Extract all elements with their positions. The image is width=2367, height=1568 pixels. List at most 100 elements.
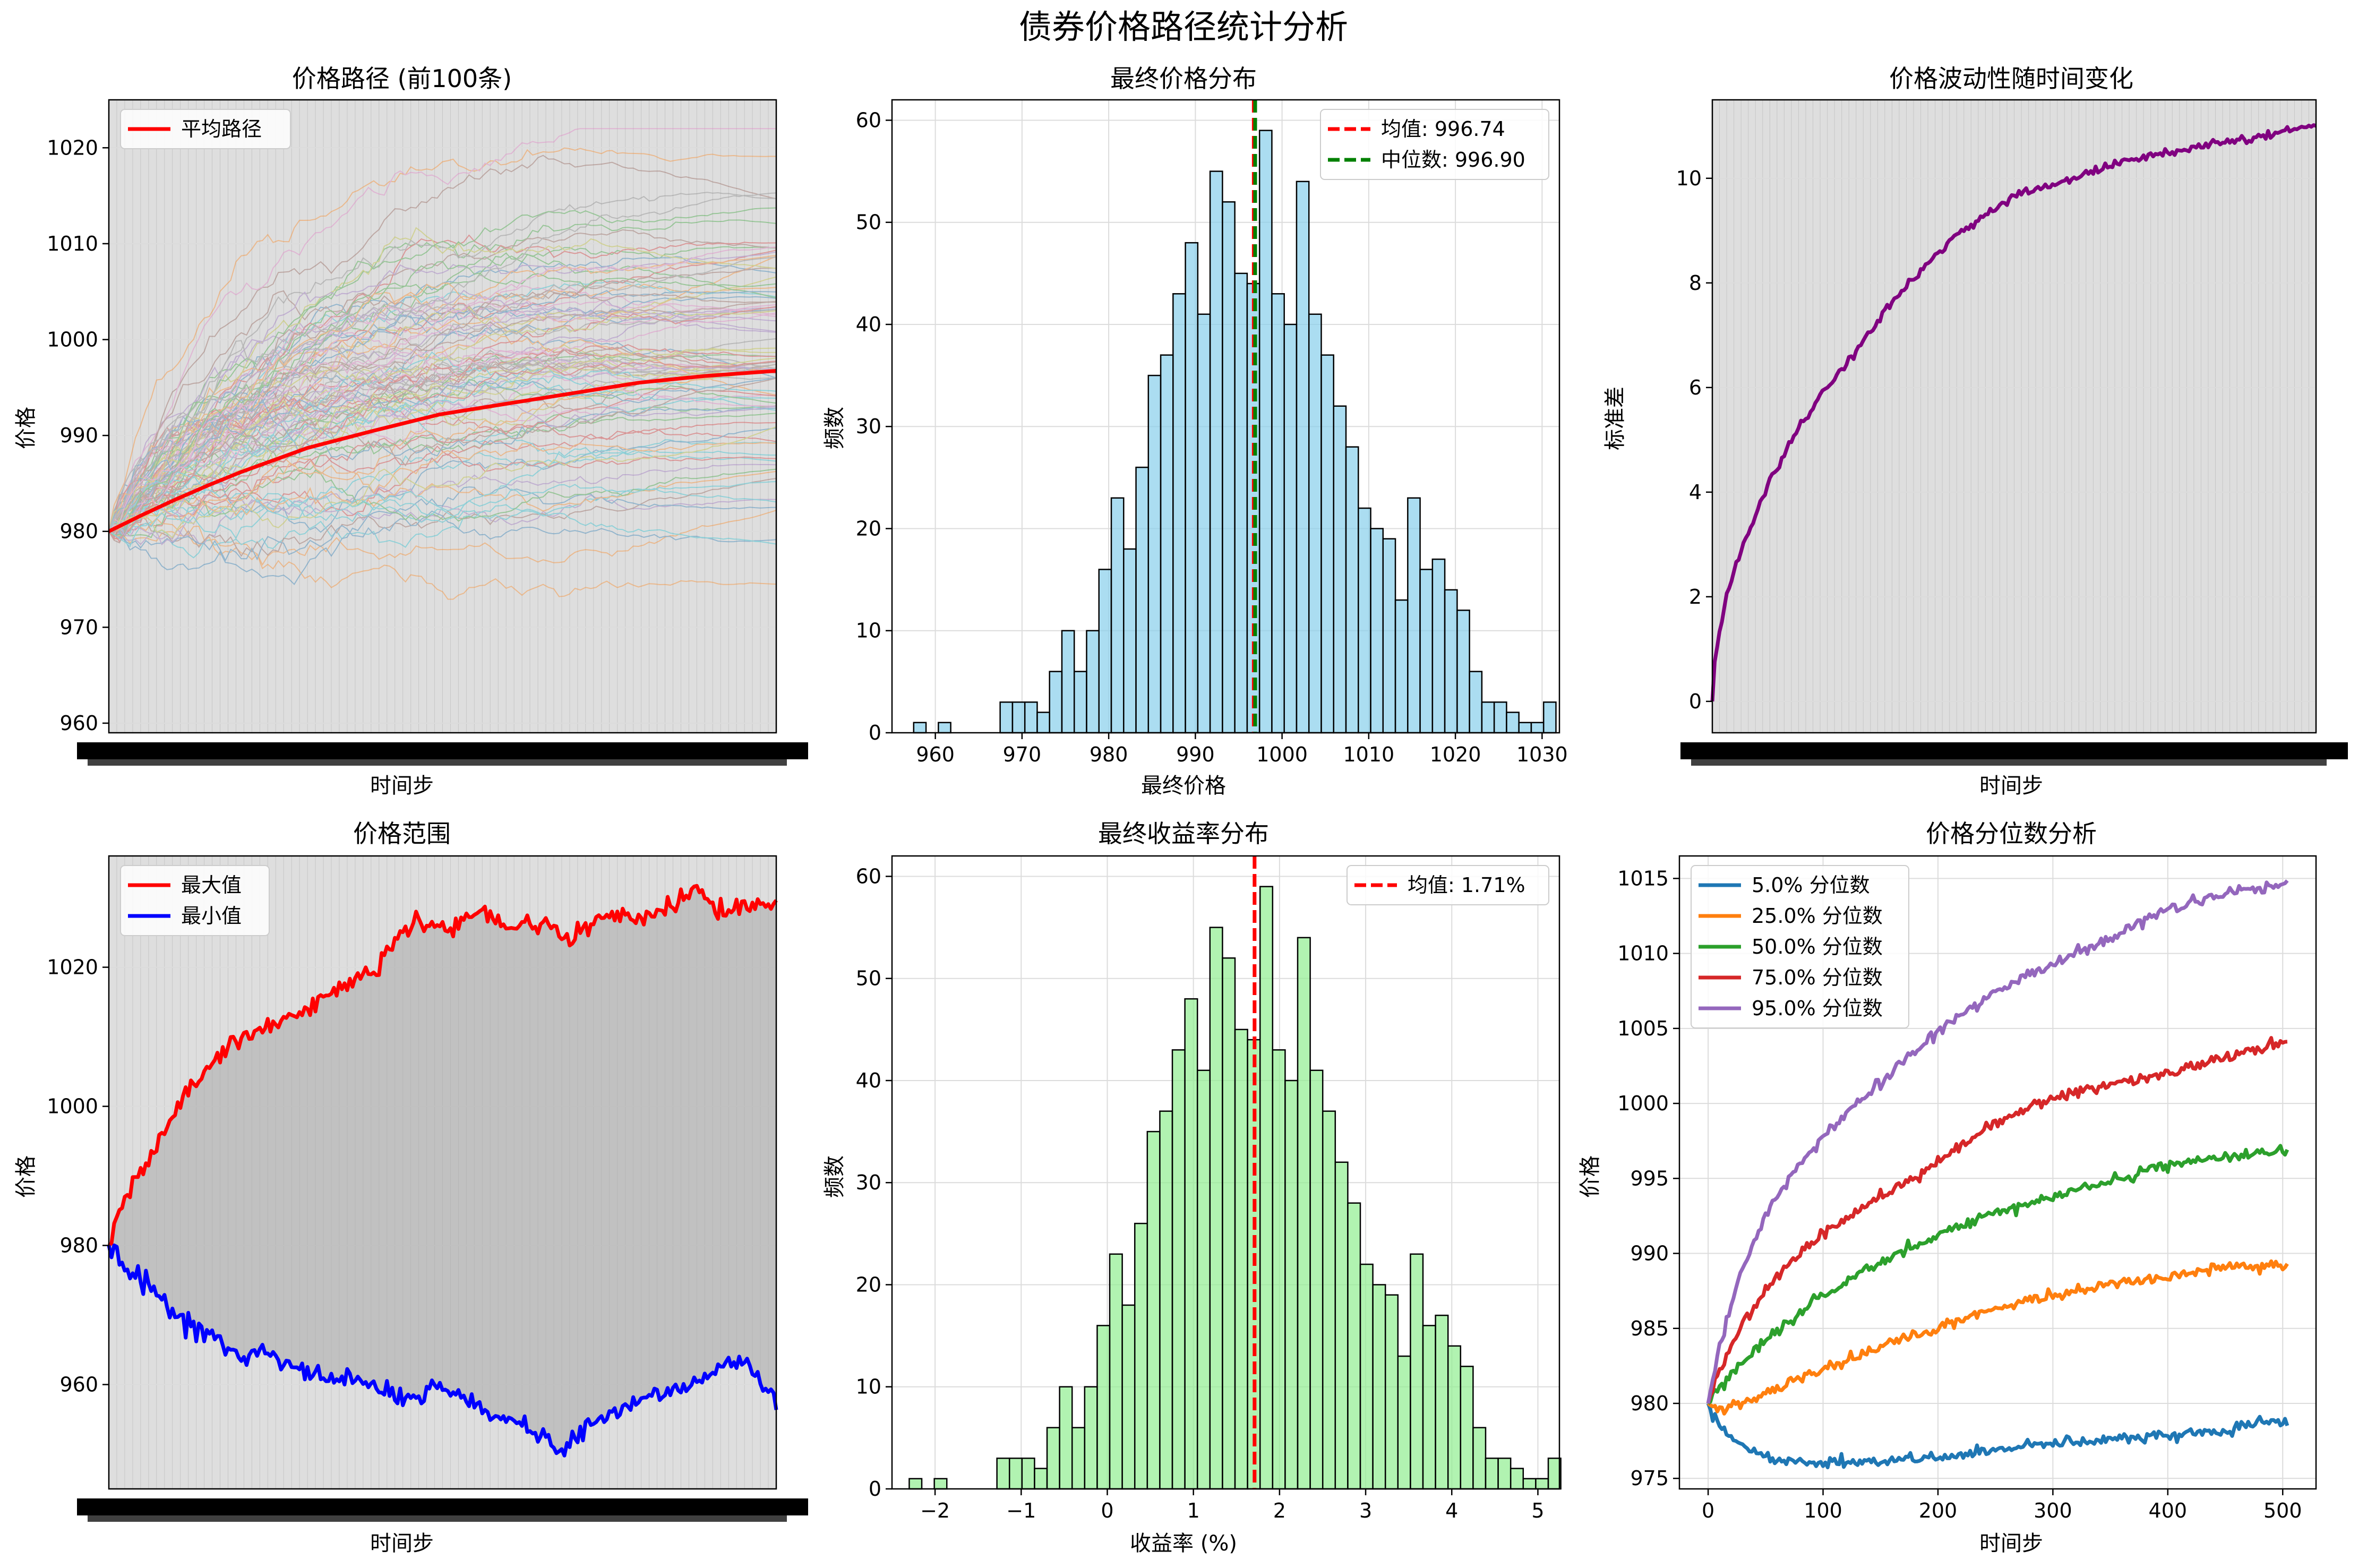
y-tick-label: 0 — [869, 1477, 881, 1501]
sample-path-line — [108, 422, 777, 543]
sample-path-line — [108, 128, 776, 532]
y-tick-label: 960 — [59, 712, 98, 735]
y-tick-label: 10 — [856, 1375, 881, 1399]
sample-path-line — [108, 306, 777, 532]
sample-path-line — [108, 366, 777, 546]
x-tick-label: 400 — [2149, 1499, 2188, 1522]
sample-path-line — [108, 478, 777, 557]
quantile-line — [1706, 1402, 2289, 1470]
histogram-bar — [1123, 548, 1137, 734]
histogram-bar — [1542, 701, 1557, 734]
quantile-line — [1706, 1259, 2289, 1416]
histogram-bar — [1535, 1478, 1549, 1490]
plot-frame — [108, 99, 777, 734]
histogram-bar — [1522, 1478, 1537, 1490]
histogram-bar — [1333, 405, 1347, 734]
y-tick-label: 970 — [59, 615, 98, 639]
y-tick-label: 1000 — [1617, 1092, 1669, 1115]
histogram-bar — [1171, 1049, 1186, 1490]
sample-path-line — [108, 355, 777, 532]
histogram-bar — [1410, 1253, 1424, 1490]
sample-path-line — [108, 267, 777, 532]
histogram-bar — [1397, 1355, 1411, 1490]
quantiles-plot: 975 980 985 990 995 1000 1005 1010 1015 0 100 200 30… — [1617, 855, 2317, 1522]
paths-chart: 价格路径 (前100条) 时间步 价格 — [14, 64, 512, 798]
y-tick-label: 975 — [1630, 1467, 1669, 1490]
chart-title: 价格分位数分析 — [1926, 819, 2097, 848]
y-tick-label: 4 — [1689, 481, 1702, 504]
max-line — [107, 884, 778, 1247]
histogram-bar — [1084, 1386, 1098, 1490]
quantile-line — [1706, 1036, 2288, 1404]
y-tick-label: 40 — [856, 1069, 881, 1092]
sample-path-line — [108, 345, 777, 532]
sample-path-line — [108, 276, 777, 532]
timestep-gridlines — [1712, 100, 2317, 733]
legend-box — [120, 865, 270, 936]
histogram-bar — [1510, 1468, 1524, 1490]
sample-path-line — [108, 470, 777, 532]
sample-path-line — [108, 352, 777, 532]
y-tick-label: 10 — [856, 619, 881, 642]
sample-path-line — [108, 251, 777, 532]
sample-path-line — [108, 289, 777, 532]
paths-plot: 960 970 980 990 1000 1010 1020 平均路径 — [47, 99, 808, 766]
sample-path-line — [108, 352, 777, 532]
y-tick-label: 990 — [59, 424, 98, 447]
histogram-bar — [1497, 1458, 1512, 1490]
sample-path-line — [108, 312, 777, 532]
sample-path-line — [108, 378, 777, 534]
quantiles-chart: 价格分位数分析 时间步 价格 — [1578, 819, 2097, 1556]
sample-path-line — [108, 363, 777, 532]
return-hist-plot: 0 10 20 30 40 50 60 −2 −1 0 1 2 3 4 5 均值: 1.71% — [856, 855, 1562, 1522]
x-tick-label: 0 — [1101, 1499, 1113, 1522]
x-tick-label: 1030 — [1516, 743, 1568, 766]
histogram-bar — [933, 1478, 948, 1490]
sample-path-line — [108, 362, 777, 544]
x-tick-label: 2 — [1273, 1499, 1286, 1522]
sample-path-line — [108, 468, 777, 532]
histogram-bar — [1322, 1110, 1336, 1490]
y-tick-label: 1005 — [1617, 1017, 1669, 1040]
sample-path-line — [108, 147, 777, 532]
legend-label: 95.0% 分位数 — [1752, 997, 1883, 1020]
sample-path-line — [108, 374, 777, 532]
sample-path-line — [108, 296, 777, 532]
legend-box — [120, 109, 291, 149]
histogram-bar — [1172, 293, 1186, 734]
x-tick-labels-overlapped — [88, 1515, 787, 1522]
sample-path-line — [108, 323, 777, 532]
histogram-bar — [1086, 630, 1100, 734]
legend-label: 均值: 1.71% — [1408, 873, 1525, 897]
y-tick-label: 40 — [856, 313, 881, 336]
sample-path-line — [108, 285, 777, 532]
sample-path-line — [108, 363, 777, 537]
sample-path-line — [108, 192, 777, 532]
y-tick-label: 995 — [1630, 1167, 1669, 1190]
volatility-chart: 价格波动性随时间变化 时间步 标准差 — [1603, 64, 2133, 798]
sample-path-line — [108, 304, 777, 532]
sample-path-line — [108, 378, 777, 532]
sample-path-line — [108, 464, 777, 545]
range-fill — [109, 886, 776, 1456]
chart-title: 最终价格分布 — [1110, 64, 1257, 93]
y-tick-label: 960 — [59, 1373, 98, 1396]
histogram-bar — [1147, 374, 1162, 734]
y-tick-label: 50 — [856, 211, 881, 234]
sample-path-line — [108, 309, 777, 532]
histogram-bar — [1469, 671, 1483, 734]
histogram-bar — [1372, 1284, 1386, 1490]
y-tick-label: 0 — [869, 721, 881, 744]
sample-path-line — [108, 364, 777, 532]
histogram-bar — [1359, 1263, 1374, 1490]
histogram-bar — [1222, 957, 1236, 1490]
x-tick-label: 300 — [2034, 1499, 2072, 1522]
x-axis-label: 时间步 — [1979, 1531, 2043, 1556]
histogram-bar — [1024, 701, 1038, 734]
histogram-bar — [1419, 569, 1434, 734]
histogram-bar — [1011, 701, 1026, 734]
quantile-line — [1707, 1144, 2289, 1405]
legend-box — [1691, 865, 1909, 1029]
y-tick-label: 20 — [856, 1273, 881, 1296]
